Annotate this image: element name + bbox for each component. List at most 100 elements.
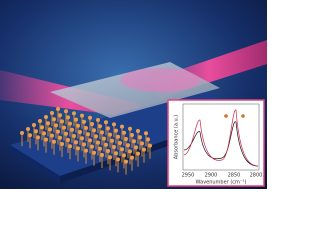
x-tick-label: 2850 bbox=[228, 173, 241, 179]
inset-frame bbox=[167, 99, 265, 187]
pillar bbox=[54, 123, 58, 128]
pillar bbox=[50, 133, 54, 138]
pillar bbox=[60, 119, 64, 124]
pillar bbox=[56, 129, 60, 134]
pillar bbox=[122, 153, 126, 158]
pillar bbox=[94, 134, 98, 139]
pillar bbox=[148, 143, 152, 148]
substrate-side bbox=[10, 145, 60, 183]
pillar bbox=[64, 131, 68, 136]
x-tick-label: 2800 bbox=[250, 173, 263, 179]
pillar bbox=[120, 124, 124, 129]
pillar bbox=[52, 117, 56, 122]
pillar bbox=[98, 124, 102, 129]
x-tick-label: 2950 bbox=[182, 173, 195, 179]
pillar bbox=[120, 147, 124, 152]
pillar bbox=[92, 150, 96, 155]
pillar bbox=[126, 143, 130, 148]
pillar bbox=[90, 122, 94, 126]
pillar bbox=[32, 123, 36, 127]
pillar bbox=[112, 145, 116, 149]
pillar bbox=[108, 155, 112, 160]
pillar bbox=[76, 123, 80, 128]
pillar bbox=[74, 140, 78, 145]
pillar bbox=[68, 121, 72, 126]
curve-black bbox=[183, 121, 259, 167]
pillar bbox=[136, 151, 140, 156]
graphical-abstract: Absorbance (a.u.) 2950 2900 2850 2800 Wa… bbox=[0, 0, 267, 189]
pillar bbox=[68, 144, 72, 149]
pillar bbox=[72, 134, 76, 138]
pillar bbox=[52, 139, 56, 144]
pillar bbox=[86, 132, 90, 137]
pillar bbox=[58, 113, 62, 118]
pillar bbox=[124, 137, 128, 141]
pillar bbox=[82, 142, 86, 147]
legend-icon bbox=[224, 114, 228, 118]
pillar bbox=[100, 153, 104, 157]
pillar bbox=[114, 151, 118, 156]
pillar bbox=[104, 142, 108, 147]
pillar bbox=[100, 130, 104, 135]
pillar bbox=[110, 138, 114, 143]
pillar bbox=[118, 141, 122, 145]
pillar bbox=[140, 141, 144, 146]
pillar bbox=[72, 111, 76, 116]
pillar bbox=[138, 135, 142, 140]
pillar bbox=[44, 115, 48, 119]
glow bbox=[120, 68, 200, 92]
pillar bbox=[42, 131, 46, 136]
pillar bbox=[130, 133, 134, 137]
pillars bbox=[20, 107, 152, 175]
pillar bbox=[36, 135, 40, 140]
pillar bbox=[92, 128, 96, 133]
legend-icon bbox=[241, 114, 245, 118]
pillar bbox=[78, 130, 82, 134]
pillar bbox=[44, 137, 48, 142]
pillar bbox=[70, 127, 74, 132]
pillar bbox=[66, 115, 70, 120]
pillar bbox=[96, 118, 100, 122]
pillar bbox=[48, 127, 52, 132]
pillar bbox=[28, 133, 32, 138]
pillar bbox=[76, 146, 80, 151]
pillar bbox=[84, 126, 88, 130]
pillar bbox=[82, 119, 86, 124]
pillar bbox=[142, 147, 146, 152]
pillar bbox=[96, 140, 100, 145]
pillar bbox=[128, 126, 132, 131]
curve-red bbox=[183, 109, 259, 167]
x-label: Wavenumber (cm⁻¹) bbox=[196, 180, 247, 186]
pillar bbox=[80, 113, 84, 118]
pillar bbox=[50, 111, 54, 115]
pillar bbox=[56, 107, 60, 111]
pillar bbox=[136, 129, 140, 133]
x-tick-label: 2900 bbox=[205, 173, 218, 179]
pillar bbox=[66, 138, 70, 142]
pillar bbox=[58, 135, 62, 140]
pillar bbox=[88, 138, 92, 143]
pillar bbox=[104, 120, 108, 125]
pillar bbox=[64, 109, 68, 114]
pillar bbox=[34, 129, 38, 134]
pillar bbox=[146, 137, 150, 142]
y-label: Absorbance (a.u.) bbox=[174, 115, 180, 159]
pillar bbox=[130, 155, 134, 160]
pillar bbox=[114, 128, 118, 133]
pillar bbox=[20, 131, 24, 135]
pillar bbox=[46, 121, 50, 126]
pillar bbox=[40, 125, 44, 130]
pillar bbox=[132, 139, 136, 144]
pillar bbox=[124, 159, 128, 164]
pillar bbox=[90, 144, 94, 149]
pillar bbox=[112, 122, 116, 127]
pillar bbox=[106, 126, 110, 131]
pillar bbox=[122, 130, 126, 135]
pillar bbox=[74, 117, 78, 122]
pillar bbox=[102, 136, 106, 141]
pillar bbox=[116, 157, 120, 162]
pillar bbox=[128, 149, 132, 154]
pillar bbox=[80, 136, 84, 141]
pillar bbox=[134, 145, 138, 150]
pillar bbox=[144, 131, 148, 136]
